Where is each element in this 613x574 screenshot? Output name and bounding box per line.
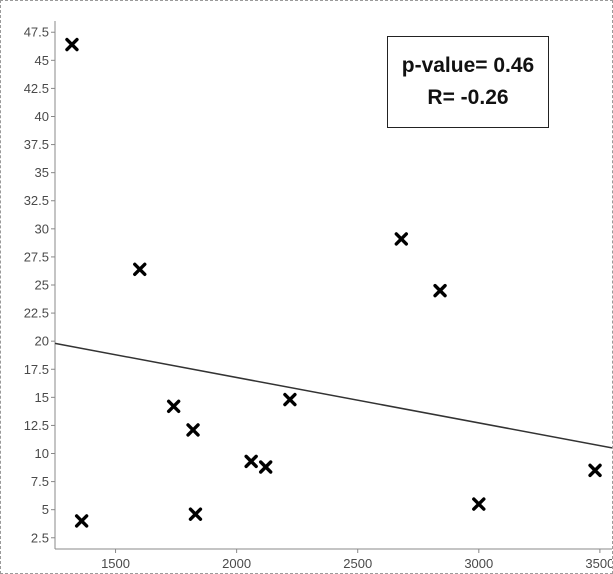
data-point-marker — [472, 497, 486, 511]
data-point-marker — [394, 232, 409, 246]
data-points — [65, 37, 602, 528]
y-tick-label: 20 — [35, 334, 49, 349]
data-point-marker — [258, 460, 273, 474]
y-tick-label: 17.5 — [24, 362, 49, 377]
y-tick-label: 10 — [35, 446, 49, 461]
y-tick-label: 2.5 — [31, 530, 49, 545]
x-ticks: 1500 2000 2500 3000 3500 — [101, 549, 612, 571]
x-tick-label: 2500 — [343, 556, 372, 571]
data-point-marker — [188, 507, 203, 521]
y-tick-label: 7.5 — [31, 474, 49, 489]
stats-annotation-box: p-value= 0.46 R= -0.26 — [387, 36, 549, 128]
y-tick-label: 15 — [35, 390, 49, 405]
y-tick-label: 27.5 — [24, 249, 49, 264]
y-tick-label: 40 — [35, 109, 49, 124]
data-point-marker — [433, 283, 447, 298]
y-tick-label: 25 — [35, 278, 49, 293]
y-tick-label: 45 — [35, 53, 49, 68]
data-point-marker — [186, 423, 200, 437]
data-point-marker — [244, 454, 258, 469]
y-ticks: 2.5 5 7.5 10 12.5 15 17.5 20 22.5 25 27.5 30 32.5 35 3… — [24, 25, 55, 545]
data-point-marker — [283, 392, 297, 407]
r-value-label: R= -0.26 — [427, 86, 509, 109]
x-tick-label: 3500 — [585, 556, 612, 571]
data-point-marker — [65, 37, 79, 52]
regression-line — [54, 342, 612, 449]
x-tick-label: 2000 — [222, 556, 251, 571]
data-point-marker — [166, 399, 181, 414]
y-tick-label: 30 — [35, 221, 49, 236]
data-point-marker — [133, 262, 147, 276]
y-tick-label: 35 — [35, 165, 49, 180]
y-tick-label: 42.5 — [24, 81, 49, 96]
data-point-marker — [588, 463, 602, 478]
y-tick-label: 47.5 — [24, 25, 49, 40]
y-tick-label: 5 — [42, 502, 49, 517]
y-tick-label: 32.5 — [24, 193, 49, 208]
data-point-marker — [74, 514, 89, 528]
y-tick-label: 37.5 — [24, 137, 49, 152]
p-value-label: p-value= 0.46 — [401, 54, 535, 77]
y-tick-label: 12.5 — [24, 418, 49, 433]
y-tick-label: 22.5 — [24, 306, 49, 321]
x-tick-label: 1500 — [101, 556, 130, 571]
x-tick-label: 3000 — [464, 556, 493, 571]
